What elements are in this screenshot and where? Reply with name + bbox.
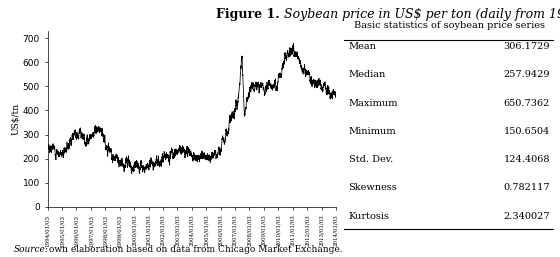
Text: Std. Dev.: Std. Dev. bbox=[348, 155, 393, 164]
Text: Maximum: Maximum bbox=[348, 99, 398, 108]
Text: Skewness: Skewness bbox=[348, 183, 398, 192]
Text: own elaboration based on data from Chicago Market Exchange.: own elaboration based on data from Chica… bbox=[46, 245, 343, 254]
Text: 650.7362: 650.7362 bbox=[504, 99, 550, 108]
Y-axis label: US$/tn: US$/tn bbox=[11, 103, 20, 135]
Text: 306.1729: 306.1729 bbox=[503, 42, 550, 51]
Text: Mean: Mean bbox=[348, 42, 376, 51]
Text: 150.6504: 150.6504 bbox=[504, 127, 550, 136]
Text: Basic statistics of soybean price series: Basic statistics of soybean price series bbox=[354, 21, 545, 30]
Text: Kurtosis: Kurtosis bbox=[348, 212, 390, 221]
Text: 257.9429: 257.9429 bbox=[503, 70, 550, 79]
Text: Soybean price in US$ per ton (daily from 1994 to 2014): Soybean price in US$ per ton (daily from… bbox=[280, 8, 560, 21]
Text: Median: Median bbox=[348, 70, 386, 79]
Text: 124.4068: 124.4068 bbox=[503, 155, 550, 164]
Text: Figure 1.: Figure 1. bbox=[216, 8, 280, 21]
Text: Minimum: Minimum bbox=[348, 127, 396, 136]
Text: Source:: Source: bbox=[14, 245, 49, 254]
Text: 2.340027: 2.340027 bbox=[503, 212, 550, 221]
Text: 0.782117: 0.782117 bbox=[503, 183, 550, 192]
